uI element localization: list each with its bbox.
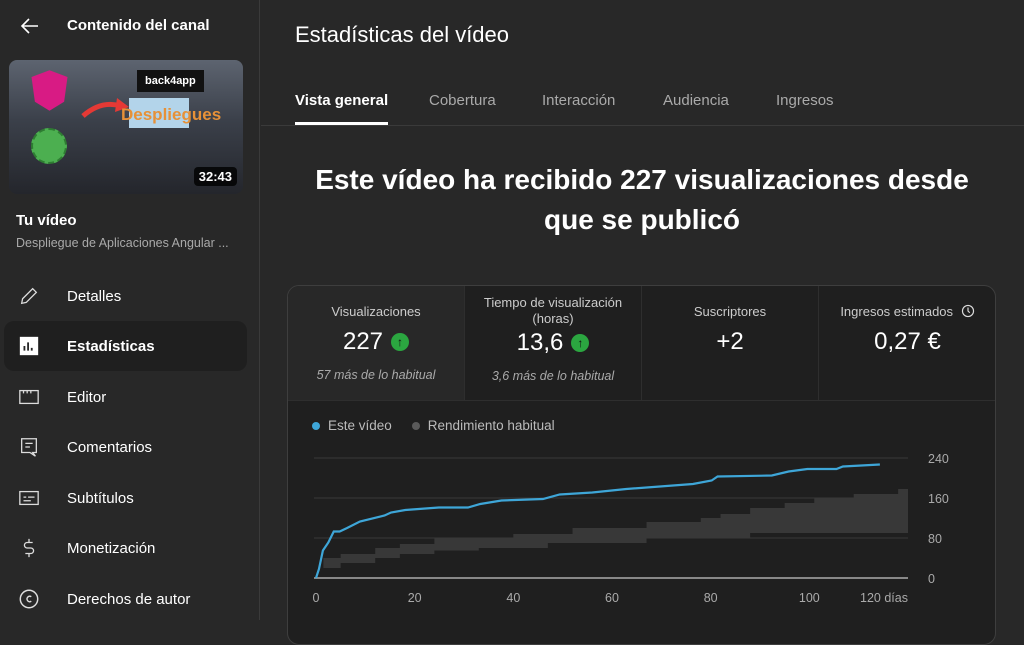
x-tick-label: 40 bbox=[506, 591, 520, 605]
metric-label: Ingresos estimados bbox=[840, 304, 954, 319]
metric-value: 227 bbox=[342, 328, 384, 355]
sidebar: Contenido del canal back4app Despliegues… bbox=[0, 0, 260, 620]
arrow-up-icon: ↑ bbox=[391, 333, 410, 351]
x-tick-label: 0 bbox=[313, 591, 320, 605]
clapper-icon bbox=[19, 389, 39, 405]
back4app-label: back4app bbox=[137, 70, 204, 92]
main-content: Estadísticas del vídeo Vista general Cob… bbox=[261, 0, 1024, 645]
metric-note: 57 más de lo habitual bbox=[316, 368, 436, 382]
clock-icon[interactable] bbox=[961, 304, 975, 318]
sidebar-item-label: Derechos de autor bbox=[67, 590, 191, 608]
metric-watch-time[interactable]: Tiempo de visualización (horas) 13,6 ↑ 3,… bbox=[465, 286, 642, 400]
comment-icon bbox=[21, 438, 37, 457]
docker-logo-icon bbox=[129, 98, 189, 128]
sidebar-item-analytics[interactable]: Estadísticas bbox=[4, 321, 247, 371]
series-line-this-video bbox=[314, 463, 880, 579]
sidebar-item-label: Editor bbox=[67, 388, 107, 406]
metric-value: +2 bbox=[716, 328, 744, 355]
sidebar-item-label: Comentarios bbox=[67, 438, 153, 456]
y-tick-label: 240 bbox=[928, 452, 949, 466]
y-tick-label: 80 bbox=[928, 532, 942, 546]
sidebar-item-label: Monetización bbox=[67, 539, 156, 557]
spring-logo-icon bbox=[31, 128, 67, 164]
x-tick-label: 20 bbox=[408, 591, 422, 605]
metric-value: 13,6 bbox=[516, 329, 564, 356]
x-tick-label: 100 bbox=[799, 591, 820, 605]
x-tick-label: 80 bbox=[704, 591, 718, 605]
chart-legend: Este vídeo Rendimiento habitual bbox=[312, 418, 555, 433]
sidebar-item-editor[interactable]: Editor bbox=[4, 372, 247, 422]
page-title: Estadísticas del vídeo bbox=[295, 22, 510, 47]
sidebar-item-label: Detalles bbox=[67, 287, 122, 305]
metric-label: Suscriptores bbox=[693, 304, 767, 319]
video-thumbnail[interactable]: back4app Despliegues 32:43 bbox=[9, 60, 243, 194]
tab-audience[interactable]: Audiencia bbox=[663, 92, 729, 109]
metric-label: Visualizaciones bbox=[331, 304, 421, 319]
arrow-icon bbox=[81, 98, 129, 118]
analytics-icon bbox=[19, 336, 39, 356]
pencil-icon bbox=[20, 287, 38, 305]
your-video-label: Tu vídeo bbox=[16, 212, 77, 229]
metrics-divider bbox=[288, 400, 995, 401]
sidebar-item-copyright[interactable]: Derechos de autor bbox=[4, 574, 247, 624]
legend-typical[interactable]: Rendimiento habitual bbox=[411, 418, 555, 433]
tab-reach[interactable]: Cobertura bbox=[429, 92, 496, 109]
y-tick-label: 160 bbox=[928, 492, 949, 506]
channel-content-title[interactable]: Contenido del canal bbox=[67, 17, 210, 34]
stats-card: Visualizaciones 227 ↑ 57 más de lo habitu… bbox=[287, 285, 996, 645]
sidebar-item-monetization[interactable]: Monetización bbox=[4, 523, 247, 573]
metric-label-row: Ingresos estimados bbox=[819, 304, 995, 320]
duration-badge: 32:43 bbox=[193, 167, 237, 186]
metric-revenue[interactable]: Ingresos estimados 0,27 € bbox=[819, 286, 995, 400]
tab-engagement[interactable]: Interacción bbox=[542, 92, 616, 109]
sidebar-item-subtitles[interactable]: Subtítulos bbox=[4, 473, 247, 523]
metric-label: Tiempo de visualización (horas) bbox=[483, 295, 623, 326]
tab-bar: Vista general Cobertura Interacción Audi… bbox=[261, 80, 1024, 126]
x-tick-label: 60 bbox=[605, 591, 619, 605]
headline: Este vídeo ha recibido 227 visualizacion… bbox=[315, 164, 969, 235]
tab-revenue[interactable]: Ingresos bbox=[776, 92, 834, 109]
sidebar-item-label: Estadísticas bbox=[67, 337, 155, 355]
typical-range-band bbox=[323, 489, 908, 568]
x-tick-label: 120 días bbox=[860, 591, 908, 605]
angular-logo-icon bbox=[31, 70, 68, 111]
metric-value: 0,27 € bbox=[874, 328, 941, 355]
tab-overview[interactable]: Vista general bbox=[295, 92, 389, 125]
sidebar-item-label: Subtítulos bbox=[67, 489, 134, 507]
video-title[interactable]: Despliegue de Aplicaciones Angular ... bbox=[16, 236, 229, 250]
metric-subscribers[interactable]: Suscriptores +2 bbox=[642, 286, 819, 400]
subtitles-icon bbox=[19, 490, 39, 506]
sidebar-item-comments[interactable]: Comentarios bbox=[4, 422, 247, 472]
arrow-up-icon: ↑ bbox=[571, 334, 590, 352]
thumbnail-title: Despliegues bbox=[121, 105, 222, 124]
dollar-icon bbox=[23, 538, 35, 558]
metric-note: 3,6 más de lo habitual bbox=[491, 369, 615, 383]
y-tick-label: 0 bbox=[928, 572, 935, 586]
sidebar-item-details[interactable]: Detalles bbox=[4, 271, 247, 321]
metric-views[interactable]: Visualizaciones 227 ↑ 57 más de lo habitu… bbox=[288, 286, 465, 400]
legend-this-video[interactable]: Este vídeo bbox=[312, 418, 392, 433]
views-chart: 240 160 80 0 0 20 40 60 80 100 120 días bbox=[313, 452, 949, 605]
copyright-icon bbox=[19, 589, 39, 609]
back-arrow-icon[interactable] bbox=[18, 14, 42, 38]
